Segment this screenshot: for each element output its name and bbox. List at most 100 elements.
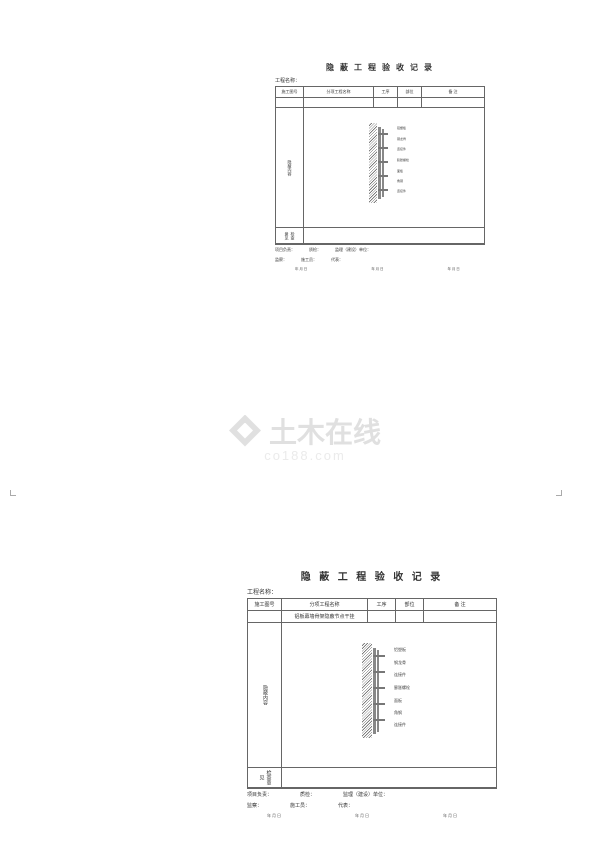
signature-area: 项目负责： 质检： 监理（建设）单位： 监察： 施工员： 代表： 年 月 日 年… — [275, 244, 485, 274]
cell — [374, 98, 398, 108]
leader-label: 角钢 — [394, 710, 402, 716]
col-label: 部位 — [398, 87, 422, 98]
bracket — [378, 161, 388, 163]
leader-label: 面板 — [394, 698, 402, 704]
col-label: 备 注 — [424, 599, 497, 611]
bracket — [373, 655, 385, 657]
col-label: 工序 — [368, 599, 396, 611]
bracket — [373, 687, 385, 689]
sig-label: 监理（建设）单位： — [335, 247, 371, 253]
desc-label: 检查意见 — [248, 768, 282, 788]
col-label: 备 注 — [422, 87, 485, 98]
table-header-row: 施工图号 分项工程名称 工序 部位 备 注 — [248, 599, 497, 611]
doc-title: 隐 蔽 工 程 验 收 记 录 — [275, 62, 485, 73]
signature-area: 项目负责： 质检： 监理（建设）单位： 监察： 施工员： 代表： 年 月 日 年… — [247, 788, 497, 821]
watermark-sub: co188.com — [264, 448, 346, 463]
leader-label: 面板 — [397, 169, 403, 173]
sig-date: 年 月 日 — [351, 267, 383, 272]
leader-label: 膨胀螺栓 — [394, 685, 410, 691]
project-label: 工程名称： — [275, 77, 485, 84]
cell: 铝板幕墙骨架隐蔽节点干挂 — [282, 611, 368, 623]
sig-line: 监察： 施工员： 代表： — [247, 800, 497, 811]
col-label: 施工图号 — [276, 87, 304, 98]
form-table: 施工图号 分项工程名称 工序 部位 备 注 铝板幕墙骨架隐蔽节点干挂 隐蔽内容 — [247, 598, 497, 788]
watermark-text: 土木在线 — [269, 411, 381, 451]
bracket — [373, 719, 385, 721]
leader-label: 钢龙骨 — [394, 660, 406, 666]
side-label: 隐蔽内容 — [248, 623, 282, 768]
desc-row: 检查意见 — [276, 228, 485, 244]
project-label: 工程名称： — [247, 587, 497, 596]
col-label: 施工图号 — [248, 599, 282, 611]
bracket — [378, 189, 388, 191]
wall-hatch — [362, 643, 372, 738]
sig-date-line: 年 月 日 年 月 日 年 月 日 — [247, 811, 497, 821]
sig-label: 质检： — [309, 247, 321, 253]
sig-label: 监理（建设）单位： — [343, 791, 388, 798]
sig-date: 年 月 日 — [335, 813, 369, 819]
sig-date: 年 月 日 — [247, 813, 281, 819]
bracket — [373, 671, 385, 673]
technical-diagram: 铝塑板 钢龙骨 连接件 膨胀螺栓 面板 角钢 连接件 — [362, 643, 472, 743]
sig-date: 年 月 日 — [423, 813, 457, 819]
frame-bar — [382, 129, 384, 197]
bracket — [378, 133, 388, 135]
sig-label: 施工员： — [290, 802, 310, 809]
leader-label: 铝塑板 — [397, 126, 406, 130]
desc-label: 检查意见 — [276, 228, 304, 244]
sig-line: 监察： 施工员： 代表： — [275, 255, 485, 265]
leader-label: 连接件 — [397, 147, 406, 151]
leader-label: 连接件 — [394, 672, 406, 678]
sig-label: 质检： — [300, 791, 315, 798]
document-page-1: 隐 蔽 工 程 验 收 记 录 工程名称： 施工图号 分项工程名称 工序 部位 … — [275, 62, 485, 274]
content-row: 隐蔽内容 铝塑板 钢龙骨 连接件 膨胀螺栓 面板 角钢 — [276, 108, 485, 228]
cell — [368, 611, 396, 623]
cell — [304, 98, 374, 108]
sig-label: 监察： — [275, 257, 287, 263]
table-value-row — [276, 98, 485, 108]
bracket — [378, 175, 388, 177]
cell — [398, 98, 422, 108]
leader-label: 连接件 — [394, 722, 406, 728]
sig-label: 代表： — [338, 802, 353, 809]
leader-label: 连接件 — [397, 189, 406, 193]
col-label: 分项工程名称 — [282, 599, 368, 611]
side-label: 隐蔽内容 — [276, 108, 304, 228]
doc-title: 隐 蔽 工 程 验 收 记 录 — [247, 568, 497, 583]
desc-cell — [282, 768, 497, 788]
diagram-cell: 铝塑板 钢龙骨 连接件 膨胀螺栓 面板 角钢 连接件 — [304, 108, 485, 228]
sig-line: 项目负责： 质检： 监理（建设）单位： — [247, 789, 497, 800]
sig-label: 项目负责： — [247, 791, 272, 798]
col-label: 工序 — [374, 87, 398, 98]
leader-label: 角钢 — [397, 179, 403, 183]
table-header-row: 施工图号 分项工程名称 工序 部位 备 注 — [276, 87, 485, 98]
leader-label: 钢龙骨 — [397, 137, 406, 141]
desc-row: 检查意见 — [248, 768, 497, 788]
bracket — [373, 703, 385, 705]
crop-mark — [10, 490, 16, 496]
sig-label: 监察： — [247, 802, 262, 809]
sig-date-line: 年 月 日 年 月 日 年 月 日 — [275, 265, 485, 274]
document-page-2: 隐 蔽 工 程 验 收 记 录 工程名称： 施工图号 分项工程名称 工序 部位 … — [247, 568, 497, 821]
cell — [276, 98, 304, 108]
col-label: 部位 — [396, 599, 424, 611]
leader-label: 铝塑板 — [394, 647, 406, 653]
technical-diagram: 铝塑板 钢龙骨 连接件 膨胀螺栓 面板 角钢 连接件 — [369, 123, 459, 208]
diagram-cell: 铝塑板 钢龙骨 连接件 膨胀螺栓 面板 角钢 连接件 — [282, 623, 497, 768]
watermark-icon — [229, 415, 261, 447]
desc-cell — [304, 228, 485, 244]
wall-hatch — [369, 123, 377, 203]
bracket — [378, 147, 388, 149]
frame-bar — [373, 648, 376, 734]
sig-line: 项目负责： 质检： 监理（建设）单位： — [275, 245, 485, 255]
sig-label: 施工员： — [301, 257, 317, 263]
cell — [424, 611, 497, 623]
content-row: 隐蔽内容 铝塑板 钢龙骨 连接件 膨胀螺栓 面板 角钢 — [248, 623, 497, 768]
sig-label: 项目负责： — [275, 247, 295, 253]
sig-label: 代表： — [331, 257, 343, 263]
cell — [422, 98, 485, 108]
leader-label: 膨胀螺栓 — [397, 158, 409, 162]
table-value-row: 铝板幕墙骨架隐蔽节点干挂 — [248, 611, 497, 623]
cell — [396, 611, 424, 623]
form-table: 施工图号 分项工程名称 工序 部位 备 注 隐蔽内容 — [275, 86, 485, 244]
